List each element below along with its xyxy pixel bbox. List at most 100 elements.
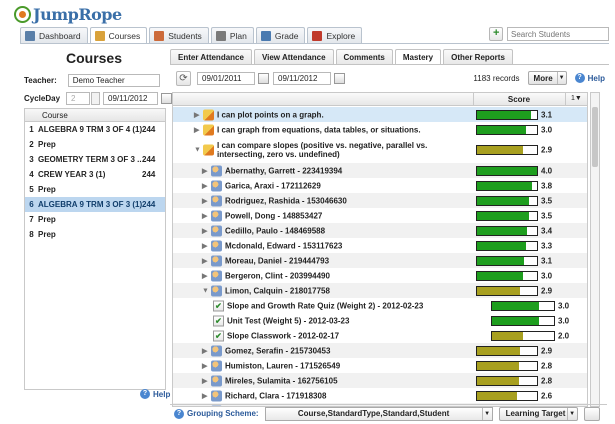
help-icon[interactable]: ? xyxy=(174,408,184,419)
student-row[interactable]: ▶ Bergeron, Clint - 203994490 3.0 xyxy=(173,268,587,283)
subtab-view-attendance[interactable]: View Attendance xyxy=(253,49,334,64)
scrollbar-thumb[interactable] xyxy=(592,107,598,167)
expand-arrow-icon[interactable]: ▶ xyxy=(202,377,208,385)
tab-students[interactable]: Students xyxy=(149,27,209,43)
expand-arrow-icon[interactable]: ▶ xyxy=(194,126,200,134)
student-label: Gomez, Serafin - 215730453 xyxy=(225,346,331,355)
expand-arrow-icon[interactable]: ▶ xyxy=(202,182,208,190)
sort-indicator[interactable]: 1▼ xyxy=(571,95,582,102)
course-row[interactable]: 6 ALGEBRA 9 TRM 3 OF 3 (1) 244 xyxy=(25,197,165,212)
student-row[interactable]: ▶ Humiston, Lauren - 171526549 2.8 xyxy=(173,358,587,373)
expand-arrow-icon[interactable]: ▶ xyxy=(202,212,208,220)
date-to-calendar-icon[interactable] xyxy=(334,72,345,84)
jumprope-logo-icon xyxy=(14,5,31,23)
subtab-comments[interactable]: Comments xyxy=(335,49,393,64)
print-icon[interactable] xyxy=(583,406,600,421)
student-row[interactable]: ▶ Powell, Dong - 148853427 3.5 xyxy=(173,208,587,223)
student-label: Cedillo, Paulo - 148469588 xyxy=(225,226,326,235)
assessment-check-icon: ✔ xyxy=(213,330,224,341)
student-row[interactable]: ▶ Moreau, Daniel - 219444793 3.1 xyxy=(173,253,587,268)
assessment-row[interactable]: ✔ Slope Classwork - 2012-02-17 2.0 xyxy=(173,328,587,343)
course-row[interactable]: 1 ALGEBRA 9 TRM 3 OF 4 (1) 244 xyxy=(25,122,165,137)
expand-arrow-icon[interactable]: ▶ xyxy=(202,272,208,280)
top-right-tools xyxy=(489,27,609,41)
more-button[interactable]: More ▼ xyxy=(527,71,567,85)
course-num: 4 xyxy=(29,170,34,179)
right-help-link[interactable]: ? Help xyxy=(574,73,605,83)
assessment-row[interactable]: ✔ Slope and Growth Rate Quiz (Weight 2) -… xyxy=(173,298,587,313)
score-column-header[interactable]: Score xyxy=(507,95,531,104)
course-row[interactable]: 5 Prep xyxy=(25,182,165,197)
student-row[interactable]: ▼ Limon, Calquin - 218017758 2.9 xyxy=(173,283,587,298)
course-num: 8 xyxy=(29,230,34,239)
expand-arrow-icon[interactable]: ▶ xyxy=(202,362,208,370)
subtab-other-reports[interactable]: Other Reports xyxy=(443,49,513,64)
standard-row[interactable]: ▶ I can plot points on a graph. 3.1 xyxy=(173,107,587,122)
score-value: 3.0 xyxy=(541,125,553,134)
tab-courses[interactable]: Courses xyxy=(89,27,148,44)
student-row[interactable]: ▶ Abernathy, Garrett - 223419394 4.0 xyxy=(173,163,587,178)
cycleday-spinner[interactable] xyxy=(91,92,101,105)
date-to-input[interactable]: 09/11/2012 xyxy=(273,71,331,85)
expand-arrow-icon[interactable]: ▶ xyxy=(202,242,208,250)
course-section: 244 xyxy=(142,125,156,134)
date-from-input[interactable]: 09/01/2011 xyxy=(197,71,255,85)
calendar-icon[interactable] xyxy=(161,93,173,104)
tab-plan[interactable]: Plan xyxy=(210,27,254,43)
grid-scrollbar[interactable] xyxy=(590,92,600,407)
course-row[interactable]: 4 CREW YEAR 3 (1) 244 xyxy=(25,167,165,182)
course-row[interactable]: 7 Prep xyxy=(25,212,165,227)
date-from-calendar-icon[interactable] xyxy=(258,72,269,84)
student-icon xyxy=(211,210,222,221)
add-student-icon[interactable] xyxy=(489,27,503,41)
expand-arrow-icon[interactable]: ▶ xyxy=(202,227,208,235)
left-help-link[interactable]: ? Help xyxy=(140,389,170,399)
tab-explore[interactable]: Explore xyxy=(307,27,363,43)
collapse-arrow-icon[interactable]: ▼ xyxy=(194,146,201,154)
teacher-row: Teacher: Demo Teacher xyxy=(24,74,160,87)
student-icon xyxy=(211,180,222,191)
teacher-input[interactable]: Demo Teacher xyxy=(67,74,160,87)
student-label: Rodriguez, Rashida - 153046630 xyxy=(225,196,347,205)
header-separator xyxy=(473,93,474,106)
expand-arrow-icon[interactable]: ▶ xyxy=(202,392,208,400)
learning-target-button[interactable]: Learning Target ▼ xyxy=(498,406,578,421)
student-row[interactable]: ▶ Rodriguez, Rashida - 153046630 3.5 xyxy=(173,193,587,208)
student-row[interactable]: ▶ Cedillo, Paulo - 148469588 3.4 xyxy=(173,223,587,238)
student-row[interactable]: ▶ Gomez, Serafin - 215730453 2.9 xyxy=(173,343,587,358)
student-row[interactable]: ▶ Mireles, Sulamita - 162756105 2.8 xyxy=(173,373,587,388)
subtab-mastery[interactable]: Mastery xyxy=(394,49,442,64)
course-row[interactable]: 2 Prep xyxy=(25,137,165,152)
tab-label: Dashboard xyxy=(39,30,81,41)
expand-arrow-icon[interactable]: ▶ xyxy=(202,167,208,175)
students-icon xyxy=(154,30,165,41)
help-icon: ? xyxy=(140,389,150,399)
expand-arrow-icon[interactable]: ▶ xyxy=(202,197,208,205)
search-students-input[interactable] xyxy=(507,27,609,41)
collapse-arrow-icon[interactable]: ▼ xyxy=(202,287,209,294)
student-row[interactable]: ▶ Richard, Clara - 171918308 2.6 xyxy=(173,388,587,403)
cycleday-input[interactable]: 2 xyxy=(66,92,91,105)
course-row[interactable]: 8 Prep xyxy=(25,227,165,242)
expand-arrow-icon[interactable]: ▶ xyxy=(202,257,208,265)
student-row[interactable]: ▶ Mcdonald, Edward - 153117623 3.3 xyxy=(173,238,587,253)
standard-row[interactable]: ▶ I can graph from equations, data tables… xyxy=(173,122,587,137)
assessment-row[interactable]: ✔ Unit Test (Weight 5) - 2012-03-23 3.0 xyxy=(173,313,587,328)
student-label: Mcdonald, Edward - 153117623 xyxy=(225,241,343,250)
score-bar-fill xyxy=(492,301,540,310)
subtab-enter-attendance[interactable]: Enter Attendance xyxy=(170,49,252,64)
explore-icon xyxy=(312,30,323,41)
student-icon xyxy=(211,360,222,371)
score-bar xyxy=(476,375,538,386)
course-row[interactable]: 3 GEOMETRY TERM 3 OF 3 ... 244 xyxy=(25,152,165,167)
cycleday-date-input[interactable]: 09/11/2012 xyxy=(103,92,159,105)
standard-row[interactable]: ▼ I can compare slopes (positive vs. nega… xyxy=(173,137,587,163)
refresh-icon[interactable]: ⟳ xyxy=(176,70,191,86)
tab-grade[interactable]: Grade xyxy=(255,27,306,43)
score-bar xyxy=(476,124,538,135)
tab-dashboard[interactable]: Dashboard xyxy=(20,27,88,43)
expand-arrow-icon[interactable]: ▶ xyxy=(194,111,200,119)
expand-arrow-icon[interactable]: ▶ xyxy=(202,347,208,355)
grouping-scheme-select[interactable]: Course,StandardType,Standard,Student ▼ xyxy=(264,406,493,421)
student-row[interactable]: ▶ Garica, Araxi - 172112629 3.8 xyxy=(173,178,587,193)
